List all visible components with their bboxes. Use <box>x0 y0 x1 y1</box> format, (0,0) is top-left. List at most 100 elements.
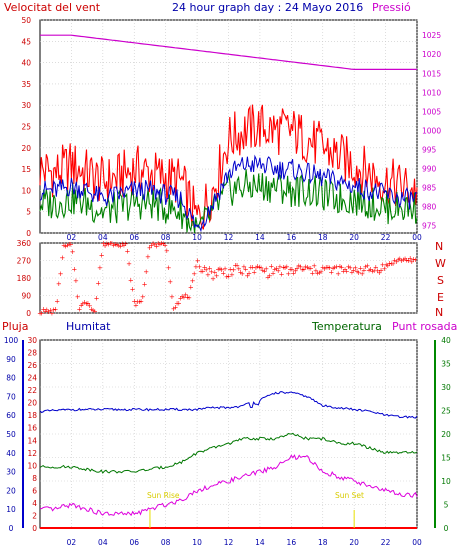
direction-letter: N <box>435 240 443 253</box>
wind-y-tick: 10 <box>21 186 31 195</box>
direction-point: + <box>325 264 331 272</box>
direction-point: + <box>380 261 386 269</box>
direction-point: + <box>100 240 106 248</box>
direction-point: + <box>181 293 187 301</box>
direction-point: + <box>226 272 232 280</box>
direction-point: + <box>42 307 48 315</box>
direction-point: + <box>49 310 55 318</box>
direction-point: + <box>136 298 142 306</box>
direction-point: + <box>94 295 100 303</box>
direction-point: + <box>210 275 216 283</box>
direction-point: + <box>251 269 257 277</box>
direction-point: + <box>82 298 88 306</box>
direction-point: + <box>370 268 376 276</box>
climate-x-tick: 14 <box>255 538 265 547</box>
direction-point: + <box>88 305 94 313</box>
temperature-title: Temperatura <box>311 320 382 333</box>
direction-point: + <box>382 265 388 273</box>
wind-x-tick: 02 <box>67 233 77 242</box>
direction-point: + <box>392 257 398 265</box>
wind-x-tick: 10 <box>192 233 202 242</box>
direction-letter: W <box>435 257 446 270</box>
direction-y-tick: 180 <box>17 274 32 283</box>
climate-x-tick: 16 <box>287 538 297 547</box>
direction-point: + <box>371 267 377 275</box>
direction-point: + <box>244 272 250 280</box>
direction-point: + <box>214 272 220 280</box>
direction-point: + <box>200 267 206 275</box>
direction-point: + <box>304 263 310 271</box>
direction-point: + <box>361 267 367 275</box>
rain-y-tick: 26 <box>27 361 37 370</box>
direction-point: + <box>111 241 117 249</box>
direction-point: + <box>270 270 276 278</box>
wind-x-tick: 18 <box>318 233 328 242</box>
rain-y-tick: 30 <box>27 336 37 345</box>
direction-point: + <box>166 264 172 272</box>
direction-point: + <box>145 253 151 261</box>
direction-point: + <box>287 266 293 274</box>
direction-point: + <box>171 305 177 313</box>
direction-point: + <box>409 258 415 266</box>
direction-point: + <box>402 255 408 263</box>
direction-point: + <box>313 267 319 275</box>
direction-point: + <box>332 264 338 272</box>
direction-point: + <box>282 264 288 272</box>
pressure-y-tick: 980 <box>422 202 437 211</box>
direction-point: + <box>340 268 346 276</box>
direction-point: + <box>236 265 242 273</box>
direction-point: + <box>37 309 43 317</box>
direction-point: + <box>231 266 237 274</box>
direction-point: + <box>138 297 144 305</box>
direction-point: + <box>172 304 178 312</box>
direction-point: + <box>232 261 238 269</box>
rain-y-tick: 22 <box>27 386 37 395</box>
temperature-y-tick: 40 <box>441 336 451 345</box>
direction-point: + <box>215 266 221 274</box>
direction-point: + <box>97 264 103 272</box>
humidity-y-tick: 10 <box>6 505 16 514</box>
wind-series <box>39 34 418 234</box>
direction-point: + <box>143 268 149 276</box>
axis-labels: 0510152025303540455097598098599099510001… <box>4 16 451 547</box>
direction-point: + <box>308 265 314 273</box>
climate-x-tick: 08 <box>161 538 171 547</box>
climate-x-tick: 00 <box>412 538 422 547</box>
climate-x-tick: 22 <box>381 538 391 547</box>
pressure-y-tick: 1005 <box>422 107 441 116</box>
direction-point: + <box>248 263 254 271</box>
climate-x-tick: 10 <box>192 538 202 547</box>
direction-point: + <box>39 309 45 317</box>
wind-panel-frame <box>39 19 418 234</box>
pressure-line <box>40 34 417 70</box>
temperature-y-tick: 30 <box>441 383 451 392</box>
direction-point: + <box>292 267 298 275</box>
direction-point: + <box>224 273 230 281</box>
direction-point: + <box>114 241 120 249</box>
rain-y-tick: 18 <box>27 411 37 420</box>
pressure-y-tick: 1000 <box>422 126 441 135</box>
direction-point: + <box>190 277 196 285</box>
direction-point: + <box>347 264 353 272</box>
direction-point: + <box>291 269 297 277</box>
rain-y-tick: 6 <box>32 486 37 495</box>
direction-point: + <box>346 263 352 271</box>
rain-y-tick: 24 <box>27 374 37 383</box>
direction-y-tick: 90 <box>21 292 31 301</box>
direction-point: + <box>47 306 53 314</box>
direction-point: + <box>363 263 369 271</box>
humidity-y-tick: 0 <box>9 524 14 533</box>
wind-y-tick: 40 <box>21 59 31 68</box>
wind-average-line <box>39 154 418 233</box>
direction-point: + <box>160 240 166 248</box>
direction-point: + <box>364 262 370 270</box>
direction-point: + <box>147 244 153 252</box>
direction-point: + <box>316 269 322 277</box>
temperature-y-tick: 25 <box>441 407 451 416</box>
wind-x-tick: 00 <box>412 233 422 242</box>
direction-point: + <box>280 263 286 271</box>
direction-point: + <box>176 299 182 307</box>
direction-letter: S <box>437 274 444 287</box>
direction-point: + <box>102 242 108 250</box>
direction-point: + <box>73 277 79 285</box>
